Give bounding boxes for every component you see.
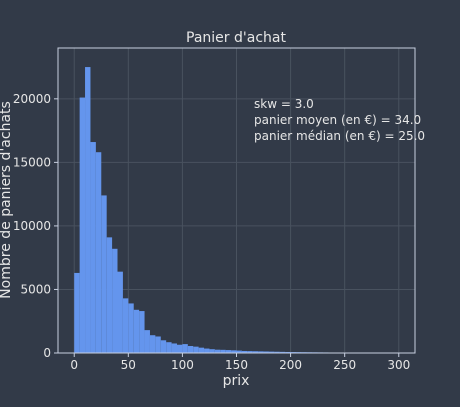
histogram-bar xyxy=(90,142,95,353)
histogram-bar xyxy=(128,303,133,353)
histogram-bar xyxy=(145,330,150,353)
histogram-bar xyxy=(177,345,182,353)
x-tick-label: 100 xyxy=(171,358,194,372)
y-tick-label: 0 xyxy=(43,346,51,360)
x-tick-label: 300 xyxy=(387,358,410,372)
annotation-line: panier médian (en €) = 25.0 xyxy=(254,129,425,143)
x-tick-label: 50 xyxy=(121,358,136,372)
histogram-bar xyxy=(166,342,171,353)
histogram-bar xyxy=(172,343,177,353)
histogram-bar xyxy=(101,195,106,353)
chart-title: Panier d'achat xyxy=(186,30,286,46)
histogram-bar xyxy=(209,349,214,353)
x-tick-label: 250 xyxy=(333,358,356,372)
histogram-bar xyxy=(193,347,198,353)
stats-annotation: skw = 3.0 panier moyen (en €) = 34.0 panie… xyxy=(254,97,425,143)
histogram-bar xyxy=(188,346,193,353)
histogram-bar xyxy=(85,67,90,353)
histogram-bar xyxy=(155,336,160,353)
histogram-bar xyxy=(123,298,128,353)
y-axis-ticks: 0 5000 10000 15000 20000 xyxy=(13,92,58,360)
histogram-bar xyxy=(150,335,155,353)
histogram-bar xyxy=(112,249,117,353)
histogram-bar xyxy=(199,348,204,353)
x-axis-label: prix xyxy=(223,373,250,389)
x-tick-label: 200 xyxy=(279,358,302,372)
annotation-line: panier moyen (en €) = 34.0 xyxy=(254,113,421,127)
annotation-line: skw = 3.0 xyxy=(254,97,314,111)
histogram-bar xyxy=(161,340,166,353)
histogram-bar xyxy=(118,272,123,353)
histogram-bar xyxy=(134,310,139,353)
histogram-bar xyxy=(139,311,144,353)
histogram-bar xyxy=(96,152,101,353)
y-tick-label: 15000 xyxy=(13,155,51,169)
x-tick-label: 0 xyxy=(70,358,78,372)
histogram-bar xyxy=(204,349,209,353)
y-tick-label: 10000 xyxy=(13,219,51,233)
histogram-bar xyxy=(74,273,79,353)
x-axis-ticks: 0 50 100 150 200 250 300 xyxy=(70,353,410,372)
histogram-bar xyxy=(80,98,85,353)
y-axis-label: Nombre de paniers d'achats xyxy=(0,101,14,299)
y-tick-label: 5000 xyxy=(20,282,51,296)
y-tick-label: 20000 xyxy=(13,92,51,106)
histogram-bar xyxy=(182,344,187,353)
x-tick-label: 150 xyxy=(225,358,248,372)
histogram-bar xyxy=(107,237,112,353)
